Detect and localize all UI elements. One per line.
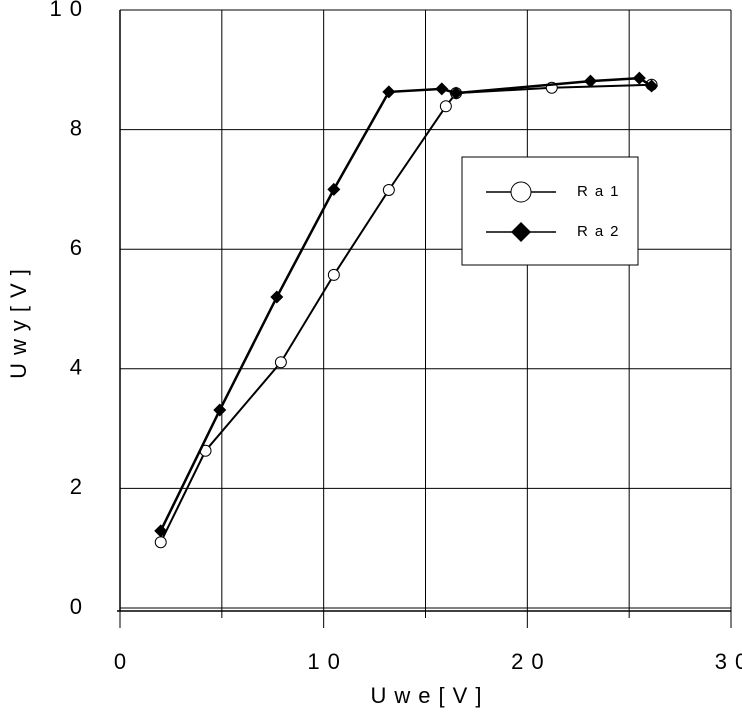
marker [327,182,341,196]
y-tick-label: 2 [70,474,90,499]
marker [382,85,396,99]
y-tick-label: 4 [70,355,90,380]
x-axis-label: Uwe[V] [371,683,490,708]
y-axis-label: Uwy[V] [6,261,31,379]
marker [274,356,287,369]
y-tick-label: 10 [50,0,90,21]
marker [154,524,168,538]
x-tick-label: 10 [307,649,347,674]
series-line [159,76,653,532]
legend-marker [511,222,531,242]
y-tick-label: 8 [70,115,90,140]
marker [327,268,340,281]
y-tick-label: 6 [70,235,90,260]
marker [154,536,167,549]
marker [583,74,597,88]
marker [213,403,227,417]
marker [645,79,659,93]
marker [449,86,463,100]
legend-box [461,156,639,266]
marker [632,71,646,85]
legend-label: Ra2 [577,223,626,240]
y-tick-label: 0 [70,594,90,619]
x-tick-label: 20 [511,649,551,674]
marker [439,100,452,113]
x-tick-label: 30 [715,649,742,674]
legend: Ra1 Ra2 [461,156,639,266]
marker [270,290,284,304]
legend-label: Ra1 [577,183,626,200]
marker [382,183,395,196]
x-tick-label: 0 [114,649,134,674]
plot-area [154,71,659,549]
legend-marker [510,181,532,203]
grid: 0 2 4 6 8 10 0 10 20 30 [50,0,742,674]
marker [435,82,449,96]
